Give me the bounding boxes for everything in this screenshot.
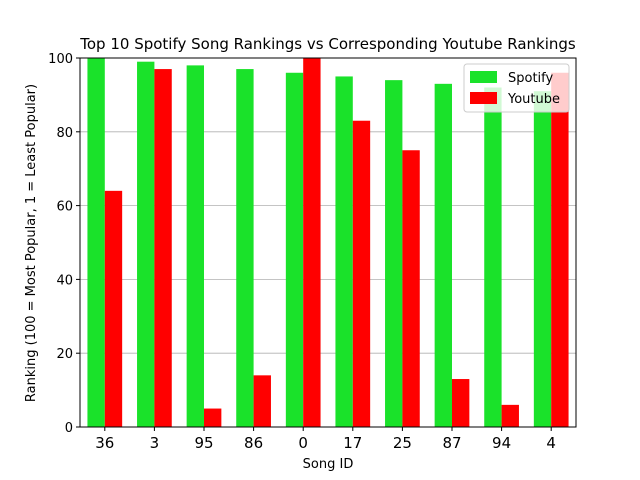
bar-youtube-25 <box>402 150 420 427</box>
bar-spotify-86 <box>236 69 254 427</box>
y-tick-label: 100 <box>48 52 73 67</box>
plot-frame <box>79 57 577 428</box>
x-tick-label: 86 <box>244 434 263 452</box>
bar-spotify-3 <box>137 61 155 427</box>
bar-spotify-94 <box>484 87 502 428</box>
bar-youtube-86 <box>253 375 271 427</box>
y-tick-label: 40 <box>56 273 73 288</box>
x-tick-label: 4 <box>546 434 556 452</box>
x-tick-label: 0 <box>298 434 308 452</box>
bar-youtube-17 <box>352 120 371 427</box>
x-tick-label: 3 <box>150 434 160 452</box>
y-tick-label: 80 <box>56 126 73 141</box>
bar-spotify-25 <box>385 80 403 427</box>
y-ticks: 0 20 40 60 80 100 <box>48 52 80 436</box>
bar-youtube-3 <box>154 69 172 427</box>
bar-spotify-87 <box>434 83 452 427</box>
bars <box>87 58 569 428</box>
bar-spotify-17 <box>335 76 353 427</box>
bar-youtube-0 <box>303 58 321 427</box>
x-tick-label: 87 <box>442 434 461 452</box>
legend-label-spotify: Spotify <box>508 71 554 86</box>
bar-spotify-95 <box>186 65 204 427</box>
bar-spotify-4 <box>533 91 552 428</box>
x-tick-label: 25 <box>393 434 412 452</box>
legend-swatch-youtube <box>470 92 497 104</box>
x-tick-label: 17 <box>343 434 362 452</box>
x-ticks: 36 3 95 86 0 17 25 87 94 4 <box>95 427 556 452</box>
y-tick-label: 20 <box>56 347 73 362</box>
legend: Spotify Youtube <box>463 63 570 113</box>
y-axis-label: Ranking (100 = Most Popular, 1 = Least P… <box>24 84 39 402</box>
x-axis-label: Song ID <box>303 457 354 472</box>
bar-youtube-87 <box>452 379 470 427</box>
x-tick-label: 36 <box>95 434 114 452</box>
legend-label-youtube: Youtube <box>507 92 560 107</box>
bar-spotify-36 <box>87 58 105 427</box>
x-tick-label: 95 <box>194 434 213 452</box>
y-tick-label: 0 <box>65 421 73 436</box>
bar-youtube-36 <box>104 190 123 427</box>
legend-swatch-spotify <box>470 71 497 83</box>
x-tick-label: 94 <box>492 434 511 452</box>
bar-youtube-94 <box>501 404 519 427</box>
bar-youtube-4 <box>551 72 569 427</box>
bar-youtube-95 <box>204 408 222 427</box>
bar-spotify-0 <box>285 72 304 427</box>
y-tick-label: 60 <box>56 200 73 215</box>
chart-title: Top 10 Spotify Song Rankings vs Correspo… <box>79 35 576 53</box>
